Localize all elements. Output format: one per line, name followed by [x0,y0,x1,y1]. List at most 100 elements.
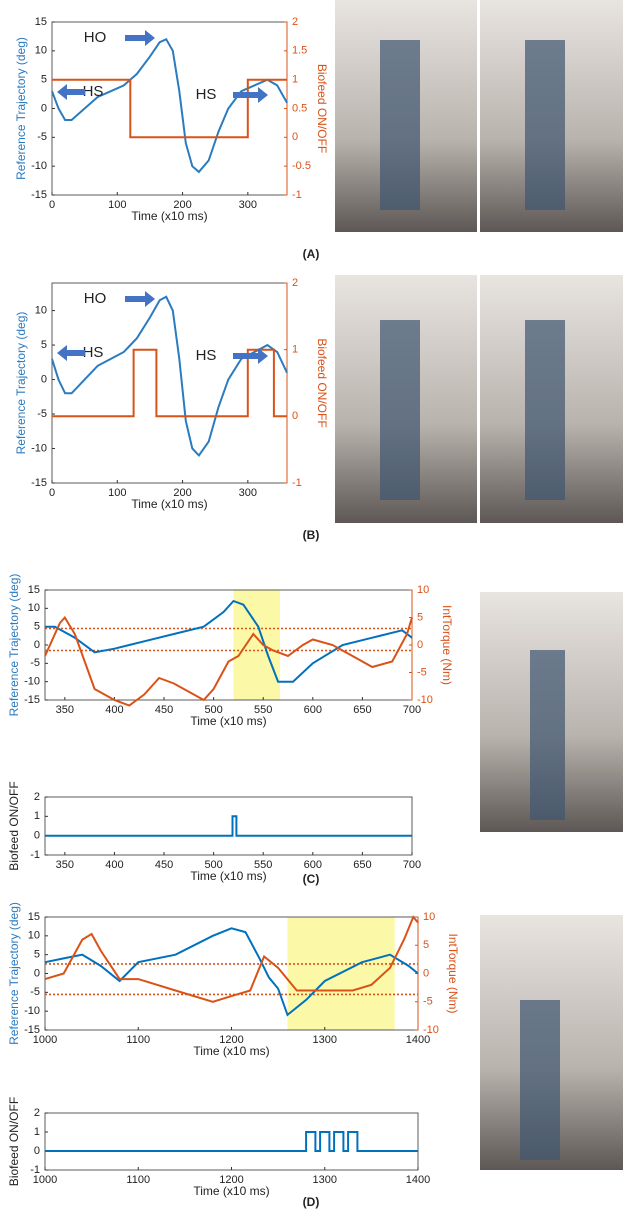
y-tick-label: -1 [30,1164,40,1176]
y2-tick-label: 5 [417,611,423,623]
x-axis-label: Time (x10 ms) [193,1184,269,1198]
y-tick-label: 10 [35,304,47,316]
x-tick-label: 300 [239,199,257,211]
annotation: HO [84,290,107,307]
x-tick-label: 350 [56,704,74,716]
y2-axis-label: Biofeed ON/OFF [315,338,329,427]
figure: 0100200300-15-10-5051015-1-0.500.511.52T… [0,0,623,1211]
y-tick-label: -5 [30,986,40,998]
y2-tick-label: -1 [292,189,302,201]
y-tick-label: 0 [34,1145,40,1157]
x-tick-label: 450 [155,704,173,716]
y-axis-label: Reference Trajectory (deg) [7,574,21,717]
annotation-arrow [125,30,155,46]
y2-tick-label: -5 [423,996,433,1008]
photo-a [335,0,623,232]
photo-c [480,592,623,832]
annotation-arrow [57,345,85,361]
x-axis-label: Time (x10 ms) [190,869,266,883]
highlight-region [233,590,280,700]
data-line [45,816,412,835]
x-tick-label: 100 [108,487,126,499]
y2-tick-label: 2 [292,277,298,289]
y-tick-label: -15 [24,1024,40,1036]
plot-frame [52,283,287,483]
y-tick-label: 5 [34,949,40,961]
y-tick-label: 0 [41,102,47,114]
y2-tick-label: 10 [423,911,435,923]
x-axis-label: Time (x10 ms) [131,497,207,511]
y2-tick-label: -5 [417,666,427,678]
x-tick-label: 0 [49,487,55,499]
y2-tick-label: -1 [292,477,302,489]
y2-tick-label: 2 [292,16,298,28]
y-tick-label: -5 [37,131,47,143]
plot-frame [45,1113,418,1170]
y-tick-label: -1 [30,849,40,861]
y-tick-label: 5 [34,621,40,633]
y-tick-label: 5 [41,339,47,351]
x-axis-label: Time (x10 ms) [190,714,266,728]
x-axis-label: Time (x10 ms) [131,209,207,223]
annotation: HS [83,344,104,361]
x-tick-label: 100 [108,199,126,211]
y-axis-label: Reference Trajectory (deg) [14,312,28,455]
data-line [45,618,412,706]
y2-axis-label: IntTorque (Nm) [446,933,460,1013]
data-line [45,601,412,682]
annotation: HS [196,347,217,364]
y2-axis-label: IntTorque (Nm) [440,605,454,685]
plot-frame [52,22,287,195]
annotation: HS [83,83,104,100]
y-axis-label: Biofeed ON/OFF [7,1097,21,1186]
y2-tick-label: 5 [423,939,429,951]
x-tick-label: 0 [49,199,55,211]
y-tick-label: -10 [31,160,47,172]
x-tick-label: 400 [105,704,123,716]
y2-tick-label: 0 [292,410,298,422]
x-tick-label: 600 [304,859,322,871]
y-tick-label: 1 [34,810,40,822]
x-tick-label: 650 [353,859,371,871]
annotation-arrow [233,87,268,103]
y-tick-label: -5 [30,657,40,669]
y2-tick-label: -10 [423,1024,439,1036]
y-tick-label: -15 [31,189,47,201]
x-tick-label: 1400 [406,1174,430,1186]
annotation: HO [84,29,107,46]
y2-tick-label: -10 [417,694,433,706]
y2-axis-label: Biofeed ON/OFF [315,64,329,153]
y-tick-label: -15 [24,694,40,706]
y-tick-label: -10 [24,1005,40,1017]
y-axis-label: Reference Trajectory (deg) [7,902,21,1045]
y-tick-label: 2 [34,1107,40,1119]
y2-tick-label: -0.5 [292,160,311,172]
y-tick-label: 1 [34,1126,40,1138]
y-tick-label: -10 [31,442,47,454]
data-line [52,39,287,172]
y2-tick-label: 1 [292,74,298,86]
y-tick-label: -15 [31,477,47,489]
y-tick-label: 0 [41,373,47,385]
x-tick-label: 450 [155,859,173,871]
y-tick-label: -10 [24,676,40,688]
y2-tick-label: 0.5 [292,102,307,114]
annotation-arrow [125,291,155,307]
x-tick-label: 1300 [313,1174,337,1186]
panel-label: (C) [303,872,320,886]
y-tick-label: 5 [41,74,47,86]
x-axis-label: Time (x10 ms) [193,1044,269,1058]
y-tick-label: 15 [28,911,40,923]
y-tick-label: 10 [35,45,47,57]
x-tick-label: 650 [353,704,371,716]
y-tick-label: -5 [37,408,47,420]
y-tick-label: 10 [28,930,40,942]
y-axis-label: Biofeed ON/OFF [7,781,21,870]
x-tick-label: 600 [304,704,322,716]
x-tick-label: 1100 [126,1174,150,1186]
x-tick-label: 350 [56,859,74,871]
y-tick-label: 2 [34,791,40,803]
photo-b [335,275,623,523]
y2-tick-label: 0 [423,967,429,979]
panel-label: (B) [303,528,320,542]
